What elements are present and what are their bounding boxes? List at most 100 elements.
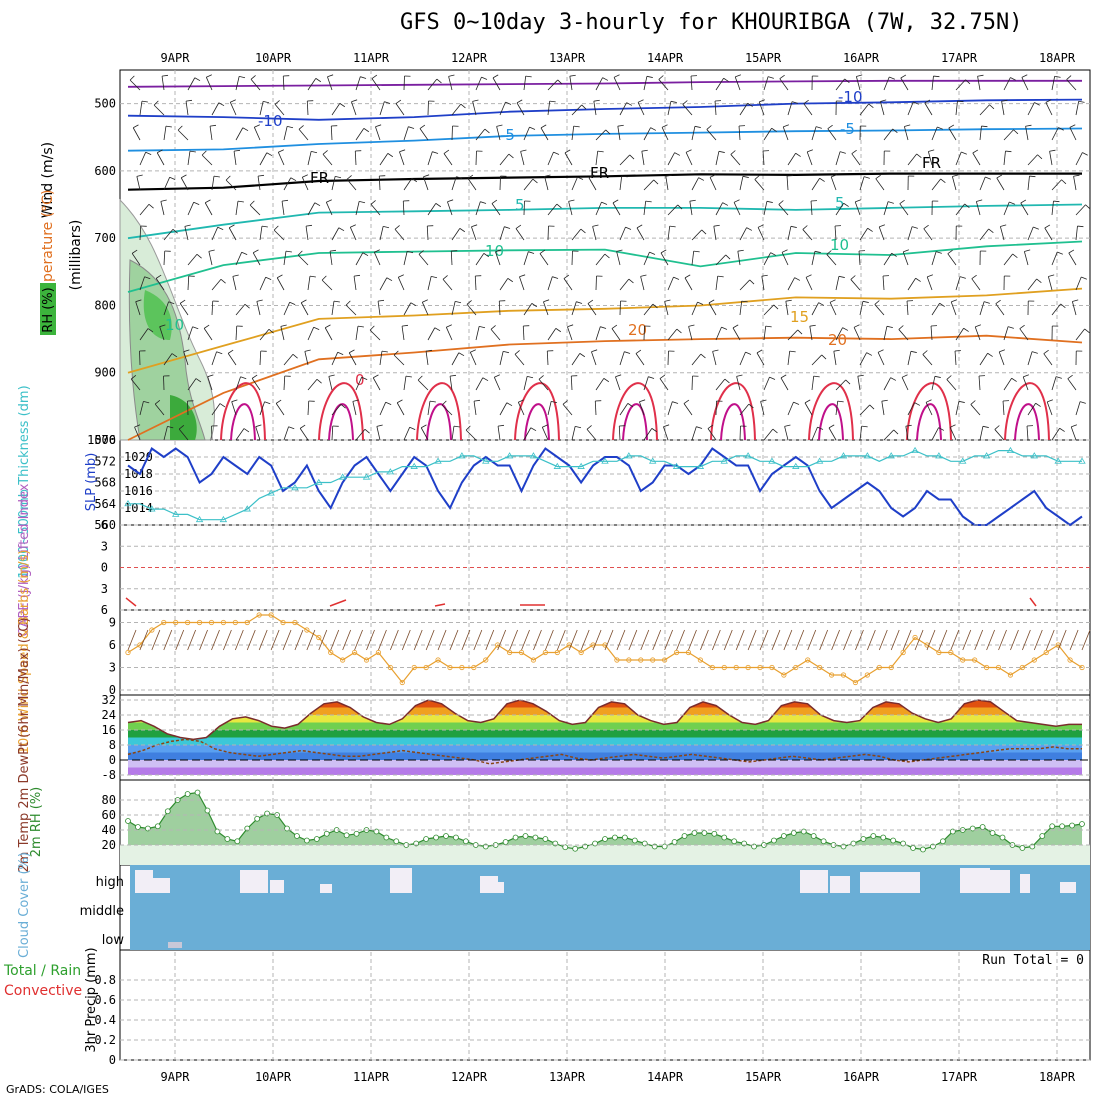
wind-barb: [163, 126, 167, 141]
wind-barb-flag: [712, 349, 719, 352]
wind-barb: [397, 277, 405, 291]
wind-barb: [739, 227, 747, 241]
wind-barb-flag: [935, 251, 942, 254]
wind-barb-flag: [360, 76, 367, 79]
wind-speed-point: [161, 619, 167, 626]
wind-barb: [329, 251, 333, 266]
wind-barb: [331, 352, 339, 366]
wind-barb-flag: [952, 174, 959, 177]
wind-barb: [393, 354, 405, 366]
wind-barb-flag: [337, 351, 344, 356]
wind-barb-10m: [449, 629, 459, 651]
wind-barb-flag: [815, 126, 822, 129]
wind-barb-flag: [593, 99, 600, 102]
wind-barb-flag: [874, 300, 880, 305]
wind-barb: [376, 426, 381, 441]
wind-barb-10m: [986, 629, 995, 651]
wind-barb: [691, 177, 699, 191]
wind-barb: [180, 177, 189, 191]
wind-barb: [619, 154, 631, 166]
wind-barb: [445, 327, 453, 341]
wind-barb-10m: [378, 629, 387, 651]
wind-barb-flag: [1023, 374, 1029, 378]
wind-barb: [1019, 328, 1029, 341]
lifted-index-segment: [329, 599, 347, 607]
wind-barb: [1075, 401, 1081, 416]
wind-barb-flag: [168, 301, 175, 305]
wind-barb-flag: [604, 253, 610, 259]
wind-barb-flag: [770, 252, 777, 256]
wind-barb-flag: [371, 74, 378, 79]
wind-barb-flag: [555, 328, 562, 333]
wind-speed-point: [912, 634, 918, 641]
wind-barb-10m: [139, 629, 149, 651]
wind-barb-flag: [577, 176, 584, 180]
wind-barb: [283, 426, 289, 441]
wind-barb-flag: [661, 124, 668, 128]
isotherm-label: 20: [828, 331, 847, 349]
wind-barb: [754, 179, 765, 191]
wind-barb: [1071, 301, 1077, 316]
wind-speed-point: [983, 664, 990, 671]
wind-barb-flag: [281, 199, 289, 202]
wind-speed-point: [423, 664, 429, 671]
date-label-top: 16APR: [843, 51, 880, 65]
wind-barb: [955, 79, 966, 91]
wind-barb: [523, 126, 530, 141]
wind-barb-flag: [723, 77, 729, 82]
wind-barb-flag: [754, 175, 760, 180]
wind-barb-flag: [948, 124, 955, 129]
wind-barb-flag: [251, 374, 258, 379]
wind-barb: [259, 152, 268, 166]
wind-barb-flag: [868, 103, 874, 108]
wind-barb-flag: [923, 224, 929, 229]
wind-barb: [691, 251, 695, 266]
wind-speed-point: [256, 612, 262, 618]
wind-barb-flag: [285, 250, 292, 253]
wind-barb: [547, 101, 551, 116]
rh-point: [383, 834, 390, 841]
wind-barb-flag: [658, 75, 664, 80]
wind-barb-flag: [473, 399, 481, 402]
wind-barb: [1051, 127, 1059, 141]
wind-barb: [714, 101, 717, 116]
wind-barb: [163, 250, 166, 266]
wind-speed-point: [864, 672, 870, 678]
wind-tick: 0: [109, 683, 116, 697]
wind-barb-flag: [1020, 199, 1027, 204]
wind-barb: [643, 376, 649, 391]
wind-barb-flag: [557, 79, 563, 85]
temp-line: [127, 699, 1082, 741]
wind-barb: [859, 228, 868, 241]
wind-speed-point: [328, 649, 334, 656]
wind-barb-flag: [326, 199, 332, 203]
wind-barb-flag: [640, 274, 647, 277]
wind-barb: [209, 126, 213, 141]
rh-point: [631, 837, 638, 844]
wind-barb-flag: [129, 75, 135, 81]
wind-barb-flag: [395, 99, 402, 104]
wind-speed-point: [1031, 657, 1037, 663]
wind-barb: [802, 229, 813, 241]
wind-barb-10m: [878, 629, 888, 651]
wind-barb: [547, 151, 554, 166]
wind-barb-flag: [480, 201, 487, 204]
wind-barb-flag: [244, 303, 250, 309]
wind-barb-flag: [982, 425, 989, 428]
wind-barb: [235, 76, 240, 91]
wind-barb: [132, 127, 141, 141]
wind-barb-flag: [1071, 424, 1077, 428]
wind-barb-flag: [617, 124, 624, 127]
wind-barb-flag: [529, 126, 536, 130]
cloud-clear-gap: [860, 872, 920, 893]
wind-barb-flag: [707, 424, 714, 429]
wind-barb-flag: [785, 299, 792, 302]
wind-barb-flag: [1066, 75, 1072, 80]
rh-point: [164, 808, 171, 815]
wind-barb-flag: [311, 150, 318, 154]
wind-barb: [682, 104, 693, 116]
wind-barb-flag: [756, 349, 763, 354]
thickness-point: [148, 505, 156, 512]
warm-lobe-contour: [220, 382, 266, 441]
wind-barb: [355, 128, 365, 141]
